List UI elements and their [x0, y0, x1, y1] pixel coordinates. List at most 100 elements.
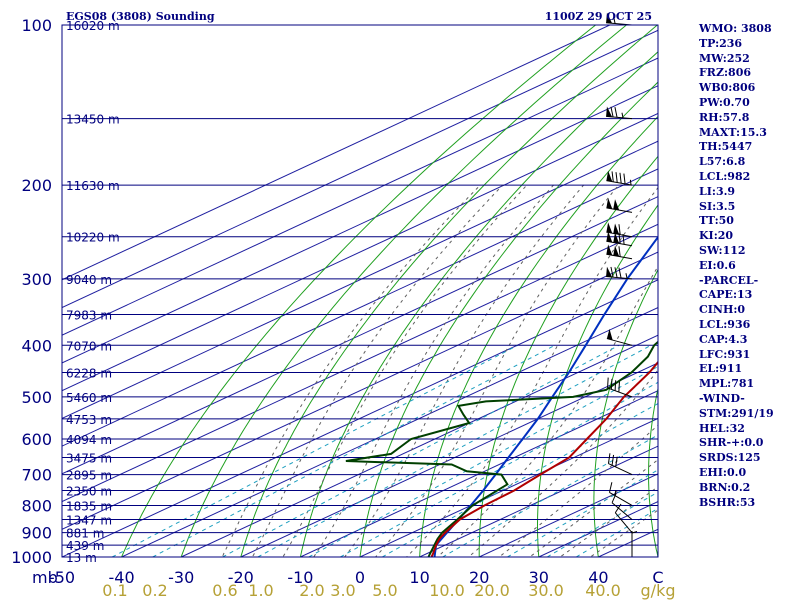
index-item: HEL:32 — [699, 421, 745, 435]
wind-barb — [631, 531, 638, 557]
mixing-ratio-label: 10.0 — [429, 581, 465, 600]
barb-half-flag — [614, 490, 617, 496]
wind-barbs — [606, 12, 638, 557]
index-item: CAP:4.3 — [699, 332, 748, 346]
index-item: LFC:931 — [699, 347, 751, 361]
moist-adiabat-line — [436, 265, 658, 557]
barb-half-flag — [621, 112, 624, 118]
wind-barb — [607, 377, 633, 398]
barb-flag — [618, 267, 622, 278]
height-label: 13450 m — [66, 113, 120, 127]
barb-flag — [607, 377, 609, 388]
index-item: LCL:936 — [699, 317, 751, 331]
height-label: 10220 m — [66, 231, 120, 245]
barb-pennant — [606, 106, 613, 117]
index-item: MPL:781 — [699, 377, 755, 391]
dry-adiabat-line — [359, 81, 658, 557]
index-item: BSHR:53 — [699, 495, 756, 509]
mixing-ratio-line — [308, 365, 658, 557]
index-item: TH:5447 — [699, 140, 753, 154]
barb-pennant — [606, 328, 613, 341]
mixing-ratio-label: 0.6 — [212, 581, 237, 600]
wind-barb — [606, 266, 633, 280]
dewpoint-line — [345, 340, 658, 557]
wind-barb — [606, 328, 633, 346]
index-item: SI:3.5 — [699, 199, 736, 213]
height-label: 4753 m — [66, 413, 112, 427]
height-label: 1835 m — [66, 499, 112, 513]
mixing-ratio-label: 40.0 — [585, 581, 621, 600]
wind-barb — [606, 231, 633, 247]
barb-flag — [611, 492, 617, 503]
height-label: 2895 m — [66, 469, 112, 483]
height-label: 7983 m — [66, 308, 112, 322]
moist-adiabat-line — [251, 184, 503, 557]
barb-flag — [608, 482, 613, 493]
barb-half-flag — [629, 179, 632, 186]
isotherm-line — [62, 279, 658, 557]
sounding-profiles — [345, 235, 658, 557]
barb-pennant — [606, 231, 613, 243]
index-item: MAXT:15.3 — [699, 125, 767, 139]
wind-barb — [607, 453, 633, 476]
isotherm-line — [300, 390, 658, 557]
index-item: TP:236 — [699, 36, 743, 50]
pressure-unit-label: mb — [32, 568, 58, 587]
index-item: RH:57.8 — [699, 110, 750, 124]
height-label: 16020 m — [66, 19, 120, 33]
height-label: 3475 m — [66, 451, 112, 465]
index-item: BRN:0.2 — [699, 480, 751, 494]
mixing-ratio-line — [340, 381, 658, 557]
barb-pennant — [613, 199, 620, 211]
index-item: WB0:806 — [699, 81, 756, 95]
barb-flag — [610, 378, 613, 390]
isotherm-line — [62, 223, 658, 503]
height-label: 13 m — [66, 551, 97, 565]
isotherm-line — [240, 362, 658, 557]
barb-pennant — [613, 232, 620, 244]
pressure-tick-label: 800 — [21, 496, 52, 515]
temperature-unit-label: C — [652, 568, 663, 587]
mixing-ratio-line — [111, 344, 519, 557]
height-label: 4094 m — [66, 433, 112, 447]
pressure-tick-label: 100 — [21, 16, 52, 35]
temperature-line — [430, 360, 658, 557]
background-lines — [62, 25, 658, 557]
temperature-tick-label: -20 — [228, 568, 254, 587]
index-item: LI:3.9 — [699, 184, 736, 198]
mixing-ratio-label: 2.0 — [299, 581, 324, 600]
barb-flag — [610, 106, 614, 118]
barb-flag — [607, 453, 611, 464]
height-label: 439 m — [66, 539, 104, 553]
index-item: STM:291/19 — [699, 406, 774, 420]
mixing-ratio-label: 30.0 — [528, 581, 564, 600]
barb-flag — [614, 503, 622, 514]
barb-staff — [608, 463, 633, 476]
barb-staff — [609, 492, 633, 506]
temperature-tick-label: -50 — [49, 568, 75, 587]
barb-flag — [618, 246, 621, 257]
barb-pennant — [613, 245, 620, 257]
temperature-tick-label: 0 — [355, 568, 365, 587]
isotherm-line — [62, 140, 658, 419]
height-label: 2350 m — [66, 485, 112, 499]
wind-barb — [606, 106, 633, 120]
barb-flag — [611, 454, 615, 466]
barb-flag — [618, 233, 621, 244]
barb-pennant — [606, 197, 613, 209]
isotherm-line — [62, 196, 658, 475]
wind-barb — [614, 503, 633, 533]
moist-adiabat-line — [374, 184, 619, 557]
index-item: MW:252 — [699, 51, 750, 65]
temperature-tick-label: 30 — [529, 568, 549, 587]
wind-barb — [608, 482, 633, 506]
height-label: 7070 m — [66, 339, 112, 353]
moist-adiabat-line — [343, 184, 584, 557]
barb-flag — [614, 107, 618, 118]
isotherm-line — [62, 168, 658, 447]
barb-half-flag — [613, 18, 616, 24]
barb-pennant — [606, 244, 613, 256]
barb-flag — [611, 171, 614, 182]
axis-labels: 16020 m 13450 m 11630 m 10220 m 9040 m 7983 m… — [11, 16, 675, 600]
wind-barb — [611, 492, 633, 520]
